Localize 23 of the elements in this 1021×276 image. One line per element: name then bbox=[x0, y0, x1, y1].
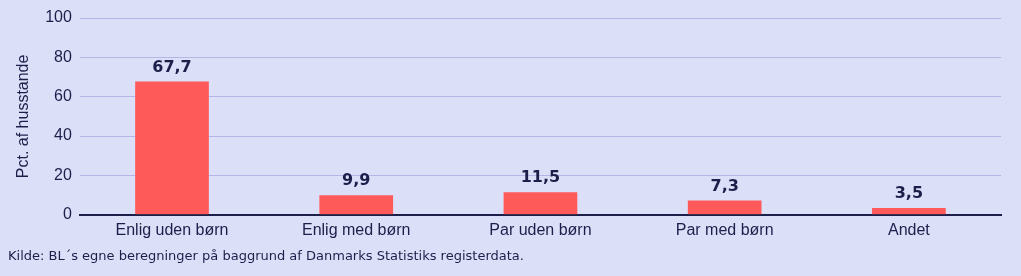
data-label: 67,7 bbox=[152, 56, 192, 76]
bar bbox=[319, 195, 394, 215]
data-label: 3,5 bbox=[894, 183, 924, 203]
data-label: 9,9 bbox=[342, 170, 371, 190]
bar bbox=[503, 192, 578, 215]
x-tick-label: Andet bbox=[887, 220, 931, 238]
data-label: 11,5 bbox=[520, 167, 561, 187]
bar bbox=[872, 207, 946, 215]
y-tick-label: 100 bbox=[45, 8, 72, 26]
data-label: 7,3 bbox=[710, 175, 739, 195]
y-tick-label: 80 bbox=[54, 47, 72, 65]
text: Kilde: BL´s egne beregninger på baggrund af Danmarks Statistiks registerdata. bbox=[8, 248, 524, 263]
y-tick-label: 20 bbox=[54, 165, 72, 183]
y-tick-label: 40 bbox=[54, 126, 72, 144]
y-tick-label: 0 bbox=[62, 205, 72, 223]
bar bbox=[135, 81, 209, 215]
x-tick-label: Enlig uden børn bbox=[115, 220, 229, 238]
x-tick-label: Par med børn bbox=[675, 220, 774, 238]
x-tick-label: Enlig med børn bbox=[301, 220, 411, 238]
bar bbox=[687, 200, 762, 215]
y-axis-title: Pct. af husstande bbox=[14, 54, 32, 179]
y-tick-label: 60 bbox=[54, 87, 72, 105]
x-tick-label: Par uden børn bbox=[489, 220, 592, 238]
